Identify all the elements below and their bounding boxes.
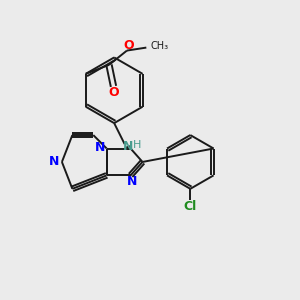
Text: N: N <box>122 140 133 153</box>
Text: N: N <box>95 141 105 154</box>
Text: H: H <box>133 140 141 150</box>
Text: O: O <box>124 39 134 52</box>
Text: N: N <box>49 155 60 168</box>
Text: O: O <box>108 86 119 100</box>
Text: CH₃: CH₃ <box>151 41 169 51</box>
Text: Cl: Cl <box>184 200 197 213</box>
Text: N: N <box>127 176 137 188</box>
